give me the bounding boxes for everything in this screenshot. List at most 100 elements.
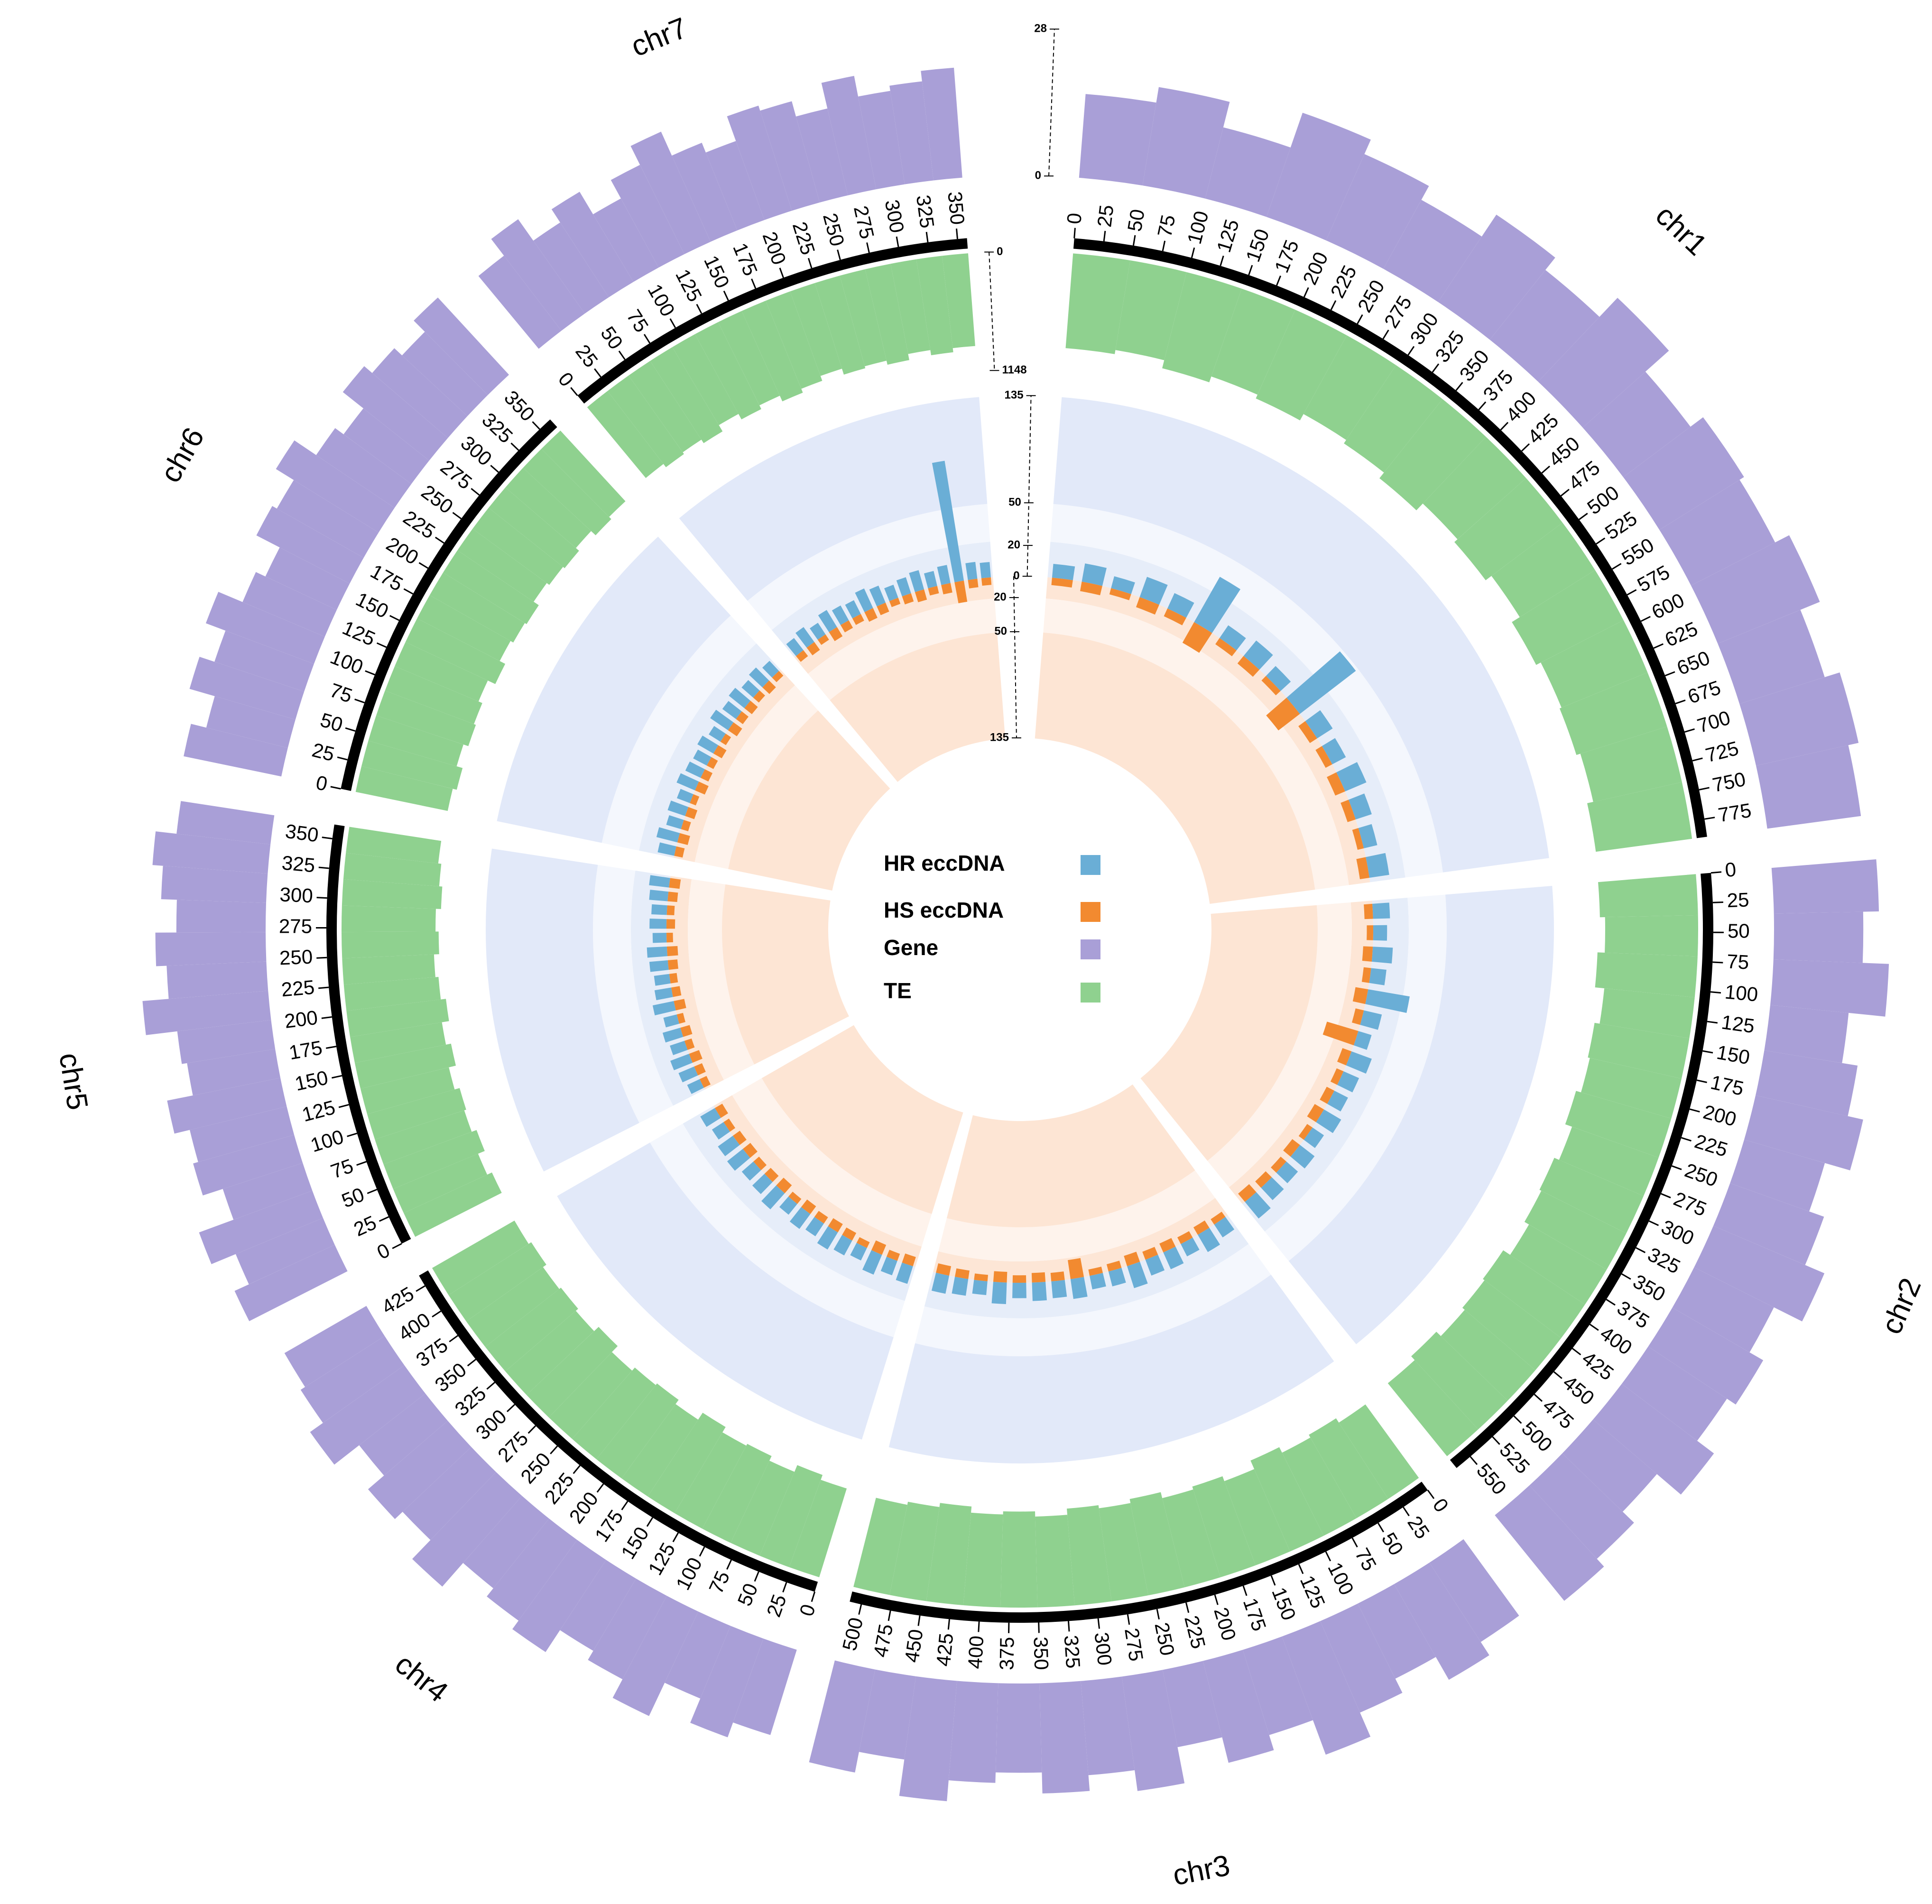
- x-tick-label: 250: [1682, 1159, 1721, 1191]
- bar: [902, 1253, 916, 1267]
- x-tick-label: 200: [1298, 248, 1332, 288]
- bar: [1510, 1224, 1607, 1305]
- bar: [1261, 676, 1281, 696]
- bar: [1659, 479, 1775, 586]
- bar: [776, 1177, 792, 1194]
- bar: [1588, 1022, 1690, 1079]
- bar: [176, 900, 266, 933]
- x-tick-label: 400: [963, 1635, 988, 1670]
- bar: [177, 1020, 276, 1064]
- track-background: [497, 536, 731, 843]
- track-background: [946, 1084, 1195, 1227]
- bar: [741, 1161, 761, 1181]
- bar: [651, 904, 667, 915]
- bar: [187, 1049, 281, 1095]
- track-background: [888, 1274, 1334, 1464]
- bar: [991, 1281, 1007, 1304]
- bar: [858, 91, 905, 190]
- bar: [1211, 1212, 1226, 1225]
- x-tick: [1455, 382, 1463, 391]
- x-tick-label: 100: [672, 1554, 707, 1594]
- bar: [864, 608, 878, 622]
- x-tick-label: 275: [1120, 1627, 1147, 1663]
- track-background: [722, 884, 849, 1065]
- x-tick-label: 175: [367, 560, 407, 595]
- bar: [1145, 1254, 1165, 1276]
- bar: [1266, 112, 1371, 240]
- x-tick: [1702, 1050, 1713, 1054]
- bar: [587, 391, 664, 478]
- x-tick: [917, 1615, 921, 1626]
- x-tick: [596, 1483, 604, 1493]
- bar: [877, 602, 889, 616]
- track-background: [830, 632, 1006, 782]
- bar: [695, 322, 761, 420]
- x-tick-label: 425: [932, 1632, 958, 1667]
- bar: [1256, 310, 1347, 421]
- x-tick-label: 200: [565, 1488, 603, 1527]
- bar: [1353, 1031, 1372, 1050]
- bar: [680, 1025, 693, 1037]
- bar: [346, 999, 449, 1037]
- x-tick-label: 275: [493, 1427, 533, 1466]
- bar: [676, 789, 693, 803]
- x-tick: [646, 1517, 654, 1527]
- x-tick-label: 275: [1671, 1187, 1710, 1221]
- bar: [662, 1028, 684, 1043]
- bar: [526, 1326, 618, 1417]
- bar: [786, 638, 804, 656]
- bar: [1394, 1563, 1489, 1680]
- x-tick-label: 225: [540, 1468, 578, 1508]
- bar: [1065, 253, 1130, 354]
- bar: [1756, 1050, 1858, 1116]
- bar: [681, 820, 691, 831]
- bar: [1282, 1621, 1371, 1755]
- bar: [402, 331, 488, 416]
- x-tick-label: 250: [1150, 1620, 1179, 1657]
- bar: [265, 547, 350, 610]
- bar: [1215, 638, 1237, 656]
- x-tick-label: 300: [1090, 1631, 1116, 1666]
- x-tick-label: 300: [279, 883, 314, 907]
- bar: [1462, 1280, 1562, 1371]
- bar: [1250, 1447, 1324, 1552]
- bar: [1082, 563, 1107, 586]
- bar: [666, 919, 675, 929]
- track-background: [1053, 397, 1549, 873]
- bar: [1068, 1258, 1084, 1279]
- x-tick-label: 75: [704, 1567, 734, 1597]
- bar: [560, 1560, 636, 1651]
- x-tick: [1553, 1371, 1562, 1379]
- x-tick: [1589, 1324, 1599, 1331]
- x-tick: [1248, 265, 1253, 276]
- x-tick-label: 450: [1544, 432, 1584, 471]
- x-tick-label: 100: [308, 1125, 346, 1157]
- x-tick-label: 425: [1578, 1347, 1618, 1385]
- bar: [926, 1503, 972, 1606]
- bar: [1198, 1227, 1220, 1252]
- bar: [1012, 1275, 1026, 1283]
- bar: [505, 1311, 594, 1395]
- bar: [712, 1122, 730, 1140]
- x-tick-label: 450: [1559, 1371, 1599, 1409]
- bar: [727, 105, 792, 221]
- bar: [817, 634, 829, 645]
- bar: [649, 919, 667, 929]
- bar: [383, 1130, 485, 1189]
- ideogram: [850, 1481, 1428, 1623]
- x-tick-label: 275: [850, 203, 878, 241]
- bar: [1127, 1261, 1148, 1288]
- legend-swatch: [1081, 902, 1100, 922]
- track-background: [728, 710, 890, 891]
- bar: [368, 1421, 471, 1519]
- x-tick-label: 325: [1060, 1634, 1085, 1669]
- bar: [1142, 1247, 1158, 1260]
- bar: [1429, 1539, 1519, 1642]
- bar: [342, 879, 443, 909]
- bar: [1290, 1145, 1315, 1169]
- bar: [1316, 1109, 1341, 1133]
- bar: [1163, 1661, 1222, 1748]
- x-tick: [330, 786, 341, 790]
- bar: [596, 1383, 679, 1479]
- x-tick: [1684, 728, 1695, 733]
